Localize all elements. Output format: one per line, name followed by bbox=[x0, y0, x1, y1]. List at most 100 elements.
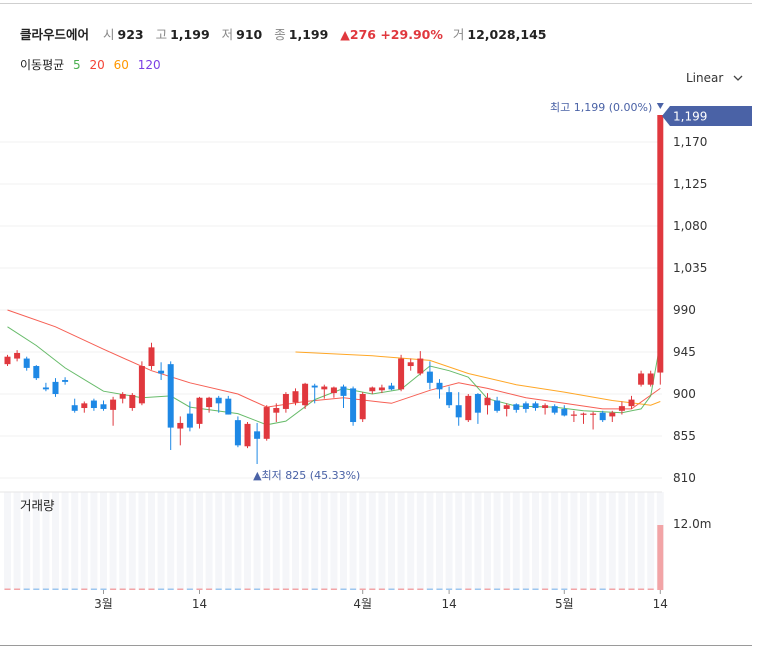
volume-grid-column bbox=[522, 492, 530, 590]
candle-body bbox=[263, 407, 270, 439]
x-tick-label: 3월 bbox=[94, 597, 113, 611]
candle-body bbox=[513, 404, 520, 410]
last-price-badge-label: 1,199 bbox=[673, 110, 707, 124]
volume-grid-column bbox=[388, 492, 395, 590]
volume-bar bbox=[628, 588, 635, 590]
scale-selector[interactable]: Linear bbox=[686, 71, 743, 85]
candle-body bbox=[311, 385, 318, 388]
candle-body bbox=[618, 406, 625, 411]
candle-body bbox=[225, 398, 232, 415]
volume-grid-column bbox=[349, 492, 357, 590]
candle-body bbox=[378, 387, 385, 391]
volume-bar bbox=[522, 588, 529, 590]
candle-body bbox=[33, 366, 40, 379]
open-value: 923 bbox=[117, 27, 144, 42]
candle-body bbox=[273, 408, 280, 413]
volume-bar bbox=[638, 588, 645, 590]
volume-grid-column bbox=[378, 492, 386, 590]
candle-body bbox=[398, 358, 405, 390]
candle-body bbox=[129, 394, 136, 409]
volume-grid-column bbox=[128, 492, 136, 590]
volume-label: 거 bbox=[452, 27, 465, 42]
candle-body bbox=[638, 373, 645, 385]
candle-body bbox=[503, 405, 510, 409]
candle-body bbox=[388, 385, 395, 390]
y-tick-label: 945 bbox=[673, 345, 696, 359]
volume-tick-label: 12.0m bbox=[673, 517, 711, 531]
volume-grid-column bbox=[436, 492, 443, 590]
volume-bar bbox=[551, 588, 558, 590]
y-tick-label: 1,080 bbox=[673, 219, 707, 233]
volume-grid-column bbox=[589, 492, 597, 590]
close-value: 1,199 bbox=[288, 27, 329, 42]
volume-bar bbox=[138, 588, 145, 590]
candle-body bbox=[494, 400, 501, 411]
volume-bar bbox=[81, 588, 88, 590]
volume-bar bbox=[33, 588, 40, 590]
candle-body bbox=[628, 399, 635, 407]
volume-bar bbox=[100, 588, 107, 590]
volume-value: 12,028,145 bbox=[467, 27, 547, 42]
candle-body bbox=[436, 382, 443, 390]
volume-grid-column bbox=[224, 492, 232, 590]
bottom-border bbox=[0, 645, 752, 646]
candle-body bbox=[542, 405, 549, 409]
volume-grid-column bbox=[71, 492, 79, 590]
volume-bar bbox=[513, 588, 520, 590]
volume-bar bbox=[321, 588, 328, 590]
volume-grid-column bbox=[42, 492, 50, 590]
volume-grid-column bbox=[493, 492, 501, 590]
ma60-label: 60 bbox=[113, 58, 129, 72]
volume-bar bbox=[52, 588, 59, 590]
high-marker-arrow-icon bbox=[656, 103, 664, 109]
volume-bar bbox=[282, 588, 289, 590]
candle-body bbox=[580, 413, 587, 415]
volume-grid-column bbox=[560, 492, 568, 590]
y-tick-label: 855 bbox=[673, 429, 696, 443]
volume-grid-column bbox=[618, 492, 626, 590]
volume-bar bbox=[244, 588, 251, 590]
volume-grid-column bbox=[368, 492, 376, 590]
volume-bar bbox=[446, 588, 453, 590]
volume-bar bbox=[407, 588, 414, 590]
volume-grid-column bbox=[4, 492, 11, 590]
volume-grid-column bbox=[176, 492, 184, 590]
candle-body bbox=[158, 370, 165, 374]
volume-grid-column bbox=[244, 492, 251, 590]
high-value: 1,199 bbox=[170, 27, 210, 42]
volume-bar bbox=[273, 588, 280, 590]
volume-bar bbox=[302, 588, 309, 590]
volume-grid-column bbox=[599, 492, 607, 590]
volume-grid-column bbox=[532, 492, 539, 590]
volume-bar bbox=[580, 588, 587, 590]
volume-grid-column bbox=[80, 492, 88, 590]
volume-bar bbox=[474, 588, 481, 590]
volume-grid-column bbox=[455, 492, 463, 590]
candle-body bbox=[148, 347, 155, 367]
candle-body bbox=[484, 397, 491, 406]
volume-grid-column bbox=[359, 492, 367, 590]
candle-body bbox=[254, 431, 261, 439]
x-tick-label: 14 bbox=[441, 597, 456, 611]
quote-header: 클라우드에어 시 923 고 1,199 저 910 종 1,199 ▲276 +29.… bbox=[20, 24, 554, 43]
volume-grid-column bbox=[100, 492, 107, 590]
volume-bar bbox=[330, 588, 337, 590]
volume-bar bbox=[350, 588, 357, 590]
volume-bar bbox=[292, 588, 299, 590]
volume-bar bbox=[62, 588, 69, 590]
ma5-label: 5 bbox=[73, 58, 81, 72]
volume-bar bbox=[570, 588, 577, 590]
candle-body bbox=[100, 404, 107, 409]
volume-grid-column bbox=[167, 492, 175, 590]
y-tick-label: 1,170 bbox=[673, 135, 707, 149]
volume-grid-column bbox=[32, 492, 40, 590]
volume-label: 거래량 bbox=[20, 498, 55, 513]
volume-bar bbox=[561, 588, 568, 590]
volume-grid-column bbox=[109, 492, 117, 590]
low-marker-label: ▲최저 825 (45.33%) bbox=[253, 469, 360, 482]
candle-body bbox=[522, 403, 529, 409]
volume-bar bbox=[340, 588, 347, 590]
candle-body bbox=[359, 394, 366, 420]
volume-bar bbox=[206, 588, 213, 590]
